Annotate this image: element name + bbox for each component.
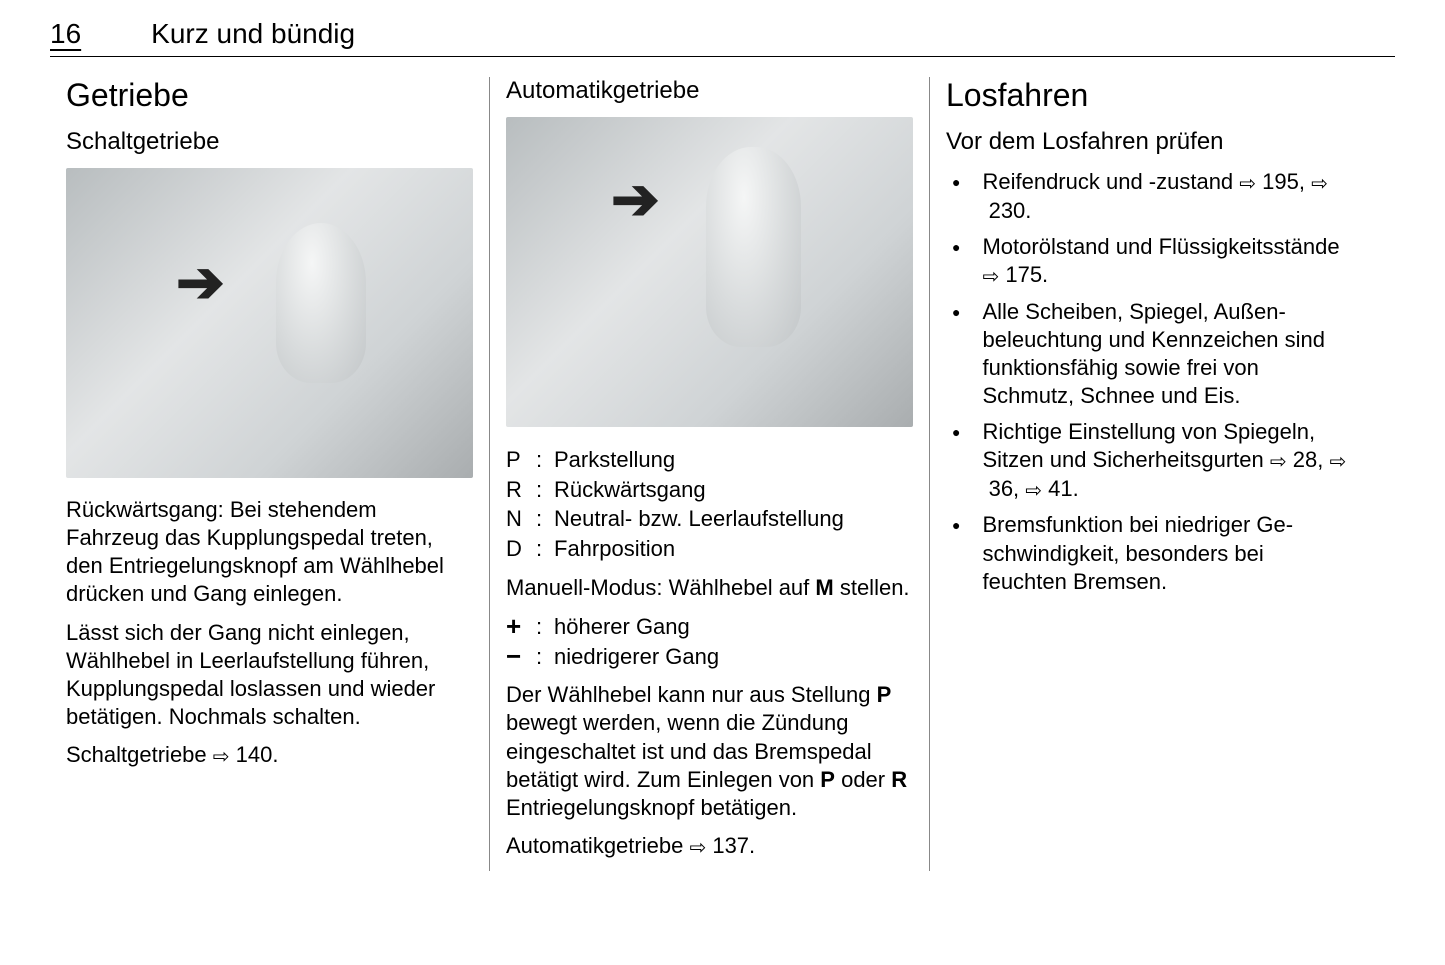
ref-icon: ⇨ (213, 745, 230, 771)
figure-manual-gearshift: ➔ (66, 168, 473, 478)
def-key: N (506, 504, 536, 534)
list-item: Reifendruck und -zustand ⇨ 195, ⇨ 230. (946, 168, 1354, 225)
def-value: höherer Gang (554, 612, 913, 642)
list-item: Richtige Einstellung von Spie­geln, Sitz… (946, 418, 1354, 503)
def-key: D (506, 534, 536, 564)
arrow-icon: ➔ (611, 165, 660, 233)
def-row: N:Neutral- bzw. Leerlaufstellung (506, 504, 913, 534)
def-key: + (506, 612, 536, 642)
ref-icon: ⇨ (982, 265, 999, 291)
para-selector-note: Der Wählhebel kann nur aus Stellung P be… (506, 681, 913, 822)
arrow-icon: ➔ (176, 248, 225, 316)
def-row: +:höherer Gang (506, 612, 913, 642)
subheading-vor-dem-losfahren: Vor dem Losfahren prüfen (946, 128, 1354, 156)
def-row: −:niedrigerer Gang (506, 642, 913, 672)
page-header: 16 Kurz und bündig (50, 18, 1395, 57)
list-item: Bremsfunktion bei niedriger Ge­schwindig… (946, 511, 1354, 595)
section-heading-losfahren: Losfahren (946, 77, 1354, 114)
para-manual-mode: Manuell-Modus: Wählhebel auf M stellen. (506, 574, 913, 602)
para-gear-retry: Lässt sich der Gang nicht einlegen, Wähl… (66, 619, 473, 732)
para-reverse-gear: Rückwärtsgang: Bei stehendem Fahrzeug da… (66, 496, 473, 609)
column-3: Losfahren Vor dem Losfahren prüfen Reife… (930, 77, 1370, 871)
content-columns: Getriebe Schaltgetriebe ➔ Rückwärtsgang:… (50, 77, 1395, 871)
ref-icon: ⇨ (1329, 450, 1346, 476)
def-row: R:Rückwärtsgang (506, 475, 913, 505)
def-key: P (506, 445, 536, 475)
gearshift-knob-graphic (276, 223, 366, 383)
def-row: P:Parkstellung (506, 445, 913, 475)
gear-positions-list: P:ParkstellungR:RückwärtsgangN:Neutral- … (506, 445, 913, 564)
list-item: Alle Scheiben, Spiegel, Außen­beleuchtun… (946, 298, 1354, 411)
column-2: Automatikgetriebe ➔ P:ParkstellungR:Rück… (490, 77, 930, 871)
ref-icon: ⇨ (689, 836, 706, 862)
page-number: 16 (50, 18, 81, 50)
column-1: Getriebe Schaltgetriebe ➔ Rückwärtsgang:… (50, 77, 490, 871)
ref-icon: ⇨ (1025, 479, 1042, 505)
def-key: R (506, 475, 536, 505)
def-key: − (506, 642, 536, 672)
para-automatic-ref: Automatikgetriebe ⇨ 137. (506, 832, 913, 861)
chapter-title: Kurz und bündig (151, 18, 355, 50)
manual-page: 16 Kurz und bündig Getriebe Schaltgetrie… (0, 0, 1445, 965)
list-item: Motorölstand und Flüssigkeits­stände ⇨ 1… (946, 233, 1354, 290)
section-heading-getriebe: Getriebe (66, 77, 473, 114)
def-value: Neutral- bzw. Leerlaufstellung (554, 504, 913, 534)
manual-mode-list: +:höherer Gang−:niedrigerer Gang (506, 612, 913, 671)
para-manual-ref: Schaltgetriebe ⇨ 140. (66, 741, 473, 770)
ref-icon: ⇨ (1311, 172, 1328, 198)
def-row: D:Fahrposition (506, 534, 913, 564)
def-value: Rückwärtsgang (554, 475, 913, 505)
ref-icon: ⇨ (1270, 450, 1287, 476)
subheading-schaltgetriebe: Schaltgetriebe (66, 128, 473, 156)
subheading-automatikgetriebe: Automatikgetriebe (506, 77, 913, 105)
gearshift-knob-graphic (706, 147, 801, 347)
def-value: niedrigerer Gang (554, 642, 913, 672)
def-value: Parkstellung (554, 445, 913, 475)
ref-icon: ⇨ (1239, 172, 1256, 198)
figure-automatic-gearshift: ➔ (506, 117, 913, 427)
pre-drive-checklist: Reifendruck und -zustand ⇨ 195, ⇨ 230. Mo… (946, 168, 1354, 596)
def-value: Fahrposition (554, 534, 913, 564)
